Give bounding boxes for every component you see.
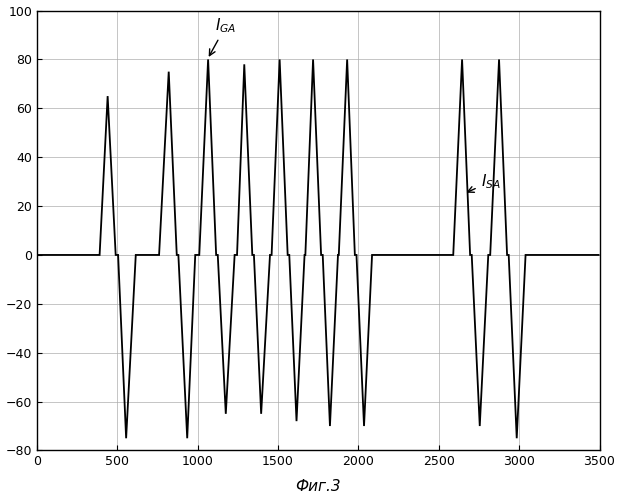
Text: $I_{GA}$: $I_{GA}$ <box>209 16 237 56</box>
X-axis label: Фиг.3: Фиг.3 <box>296 480 341 494</box>
Text: $I_{SA}$: $I_{SA}$ <box>468 172 501 193</box>
